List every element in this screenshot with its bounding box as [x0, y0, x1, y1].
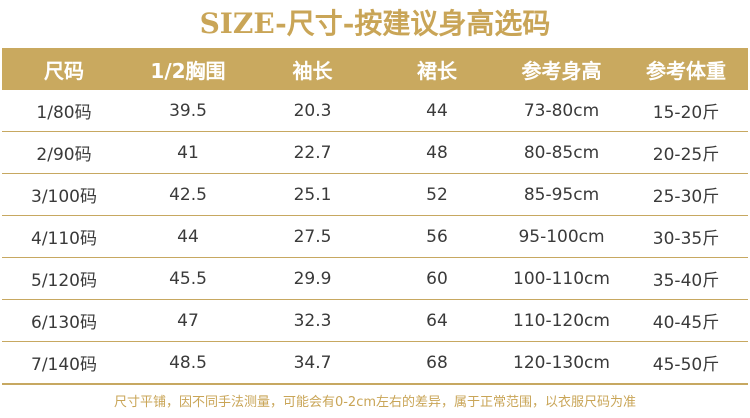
- cell-size: 1/80码: [2, 90, 126, 132]
- table-row: 7/140码 48.5 34.7 68 120-130cm 45-50斤: [2, 341, 748, 385]
- cell-size: 2/90码: [2, 131, 126, 174]
- column-header-size: 尺码: [2, 48, 126, 90]
- cell-reference-weight: 45-50斤: [624, 341, 748, 385]
- cell-reference-weight: 35-40斤: [624, 257, 748, 300]
- column-header-reference-height: 参考身高: [499, 48, 624, 90]
- cell-half-chest: 45.5: [126, 257, 250, 300]
- cell-skirt-length: 56: [375, 215, 499, 258]
- column-header-half-chest: 1/2胸围: [126, 48, 250, 90]
- cell-reference-height: 95-100cm: [499, 215, 624, 258]
- cell-size: 5/120码: [2, 257, 126, 300]
- cell-reference-height: 80-85cm: [499, 131, 624, 174]
- table-row: 2/90码 41 22.7 48 80-85cm 20-25斤: [2, 131, 748, 174]
- cell-skirt-length: 64: [375, 299, 499, 342]
- cell-reference-height: 73-80cm: [499, 90, 624, 132]
- cell-sleeve-length: 32.3: [250, 299, 375, 342]
- cell-reference-weight: 15-20斤: [624, 90, 748, 132]
- column-header-reference-weight: 参考体重: [624, 48, 748, 90]
- table-header-row: 尺码 1/2胸围 袖长 裙长 参考身高 参考体重: [2, 48, 748, 90]
- cell-half-chest: 41: [126, 131, 250, 174]
- cell-skirt-length: 52: [375, 173, 499, 216]
- cell-skirt-length: 60: [375, 257, 499, 300]
- cell-half-chest: 39.5: [126, 90, 250, 132]
- table-row: 3/100码 42.5 25.1 52 85-95cm 25-30斤: [2, 173, 748, 216]
- cell-half-chest: 44: [126, 215, 250, 258]
- cell-reference-height: 120-130cm: [499, 341, 624, 385]
- cell-sleeve-length: 22.7: [250, 131, 375, 174]
- cell-sleeve-length: 20.3: [250, 90, 375, 132]
- cell-sleeve-length: 29.9: [250, 257, 375, 300]
- cell-sleeve-length: 27.5: [250, 215, 375, 258]
- cell-skirt-length: 68: [375, 341, 499, 385]
- cell-skirt-length: 44: [375, 90, 499, 132]
- cell-size: 7/140码: [2, 341, 126, 385]
- column-header-skirt-length: 裙长: [375, 48, 499, 90]
- cell-sleeve-length: 25.1: [250, 173, 375, 216]
- cell-reference-weight: 25-30斤: [624, 173, 748, 216]
- table-row: 4/110码 44 27.5 56 95-100cm 30-35斤: [2, 215, 748, 258]
- cell-half-chest: 48.5: [126, 341, 250, 385]
- column-header-sleeve-length: 袖长: [250, 48, 375, 90]
- cell-reference-weight: 30-35斤: [624, 215, 748, 258]
- cell-size: 3/100码: [2, 173, 126, 216]
- cell-reference-height: 100-110cm: [499, 257, 624, 300]
- cell-reference-weight: 40-45斤: [624, 299, 748, 342]
- cell-skirt-length: 48: [375, 131, 499, 174]
- table-row: 5/120码 45.5 29.9 60 100-110cm 35-40斤: [2, 257, 748, 300]
- page-title: SIZE-尺寸-按建议身高选码: [199, 7, 551, 40]
- size-chart-table: 尺码 1/2胸围 袖长 裙长 参考身高 参考体重 1/80码 39.5 20.3…: [2, 48, 748, 385]
- cell-half-chest: 42.5: [126, 173, 250, 216]
- measurement-note: 尺寸平铺，因不同手法测量，可能会有0-2cm左右的差异，属于正常范围，以衣服尺码…: [113, 395, 637, 410]
- cell-size: 6/130码: [2, 299, 126, 342]
- cell-half-chest: 47: [126, 299, 250, 342]
- cell-reference-height: 110-120cm: [499, 299, 624, 342]
- cell-size: 4/110码: [2, 215, 126, 258]
- table-row: 1/80码 39.5 20.3 44 73-80cm 15-20斤: [2, 90, 748, 132]
- table-row: 6/130码 47 32.3 64 110-120cm 40-45斤: [2, 299, 748, 342]
- cell-sleeve-length: 34.7: [250, 341, 375, 385]
- cell-reference-weight: 20-25斤: [624, 131, 748, 174]
- cell-reference-height: 85-95cm: [499, 173, 624, 216]
